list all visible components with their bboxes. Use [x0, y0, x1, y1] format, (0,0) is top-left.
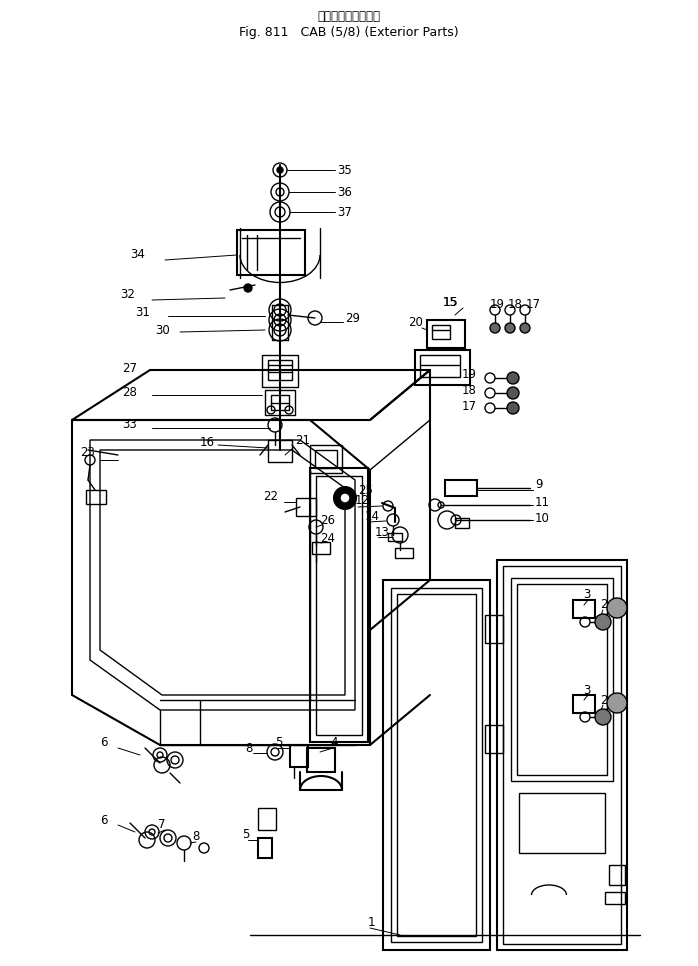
Bar: [485, 615, 503, 643]
Text: 2: 2: [600, 694, 607, 706]
Text: 9: 9: [535, 477, 542, 491]
Bar: [268, 440, 292, 462]
Text: 31: 31: [135, 306, 150, 320]
Text: Fig. 811   CAB (5/8) (Exterior Parts): Fig. 811 CAB (5/8) (Exterior Parts): [239, 26, 459, 39]
Text: 32: 32: [120, 289, 135, 301]
Bar: [262, 355, 298, 387]
Bar: [271, 395, 289, 410]
Text: 3: 3: [583, 684, 591, 696]
Bar: [485, 725, 503, 753]
Text: 27: 27: [122, 361, 137, 375]
Circle shape: [490, 323, 500, 333]
Bar: [296, 498, 316, 516]
Bar: [237, 230, 305, 275]
Text: 6: 6: [100, 736, 107, 750]
Bar: [315, 450, 337, 468]
Text: 17: 17: [526, 298, 541, 311]
Text: 33: 33: [122, 418, 137, 432]
Text: 8: 8: [245, 742, 253, 754]
Bar: [86, 490, 106, 504]
Text: 5: 5: [242, 829, 249, 841]
Text: 12: 12: [355, 494, 370, 506]
Bar: [258, 808, 276, 830]
Bar: [268, 360, 292, 380]
Circle shape: [520, 323, 530, 333]
Text: 15: 15: [443, 297, 458, 309]
Bar: [427, 320, 465, 348]
Text: 1: 1: [368, 916, 376, 928]
Text: 18: 18: [462, 384, 477, 396]
Text: 21: 21: [295, 434, 310, 446]
Circle shape: [505, 323, 515, 333]
Text: 22: 22: [263, 491, 278, 503]
Text: 3: 3: [583, 588, 591, 602]
Text: 26: 26: [320, 514, 335, 526]
Text: 24: 24: [320, 531, 335, 545]
Text: 10: 10: [535, 512, 550, 525]
Circle shape: [507, 387, 519, 399]
Text: 25: 25: [358, 484, 373, 497]
Bar: [258, 838, 272, 858]
Text: 11: 11: [535, 496, 550, 508]
Circle shape: [277, 167, 283, 173]
Bar: [415, 350, 470, 385]
Text: 5: 5: [275, 735, 283, 749]
Text: 20: 20: [408, 316, 423, 328]
Bar: [432, 325, 450, 339]
Text: 36: 36: [337, 185, 352, 198]
Bar: [388, 533, 402, 541]
Text: 16: 16: [200, 436, 215, 448]
Text: 8: 8: [192, 831, 200, 843]
Bar: [605, 892, 625, 904]
Text: 6: 6: [100, 813, 107, 827]
Text: 34: 34: [130, 248, 145, 262]
Bar: [307, 748, 335, 772]
Text: キャブ　　外装部品: キャブ 外装部品: [318, 10, 380, 23]
Circle shape: [507, 402, 519, 414]
Bar: [573, 695, 595, 713]
Bar: [445, 480, 477, 496]
Bar: [265, 390, 295, 415]
Bar: [455, 518, 469, 528]
Bar: [290, 745, 308, 767]
Text: 2: 2: [600, 599, 607, 611]
Bar: [395, 548, 413, 558]
Text: 30: 30: [155, 324, 170, 336]
Bar: [573, 600, 595, 618]
Text: 15: 15: [443, 297, 459, 309]
Text: 18: 18: [508, 298, 523, 311]
Circle shape: [507, 372, 519, 384]
Text: 19: 19: [462, 367, 477, 381]
Bar: [312, 542, 330, 554]
Circle shape: [244, 284, 252, 292]
Text: 4: 4: [330, 735, 338, 749]
Bar: [310, 445, 342, 473]
Circle shape: [595, 709, 611, 725]
Text: 13: 13: [375, 526, 390, 538]
Circle shape: [334, 487, 356, 509]
Text: 17: 17: [462, 400, 477, 412]
Bar: [420, 355, 460, 377]
Text: 19: 19: [490, 298, 505, 311]
Text: 23: 23: [80, 446, 95, 460]
Circle shape: [607, 598, 627, 618]
Circle shape: [595, 614, 611, 630]
Circle shape: [607, 693, 627, 713]
Bar: [609, 865, 625, 885]
Text: 35: 35: [337, 163, 352, 177]
Text: 29: 29: [345, 311, 360, 325]
Text: 7: 7: [158, 818, 165, 832]
Circle shape: [340, 493, 350, 503]
Text: 37: 37: [337, 206, 352, 218]
Text: 28: 28: [122, 386, 137, 400]
Text: 14: 14: [365, 510, 380, 524]
